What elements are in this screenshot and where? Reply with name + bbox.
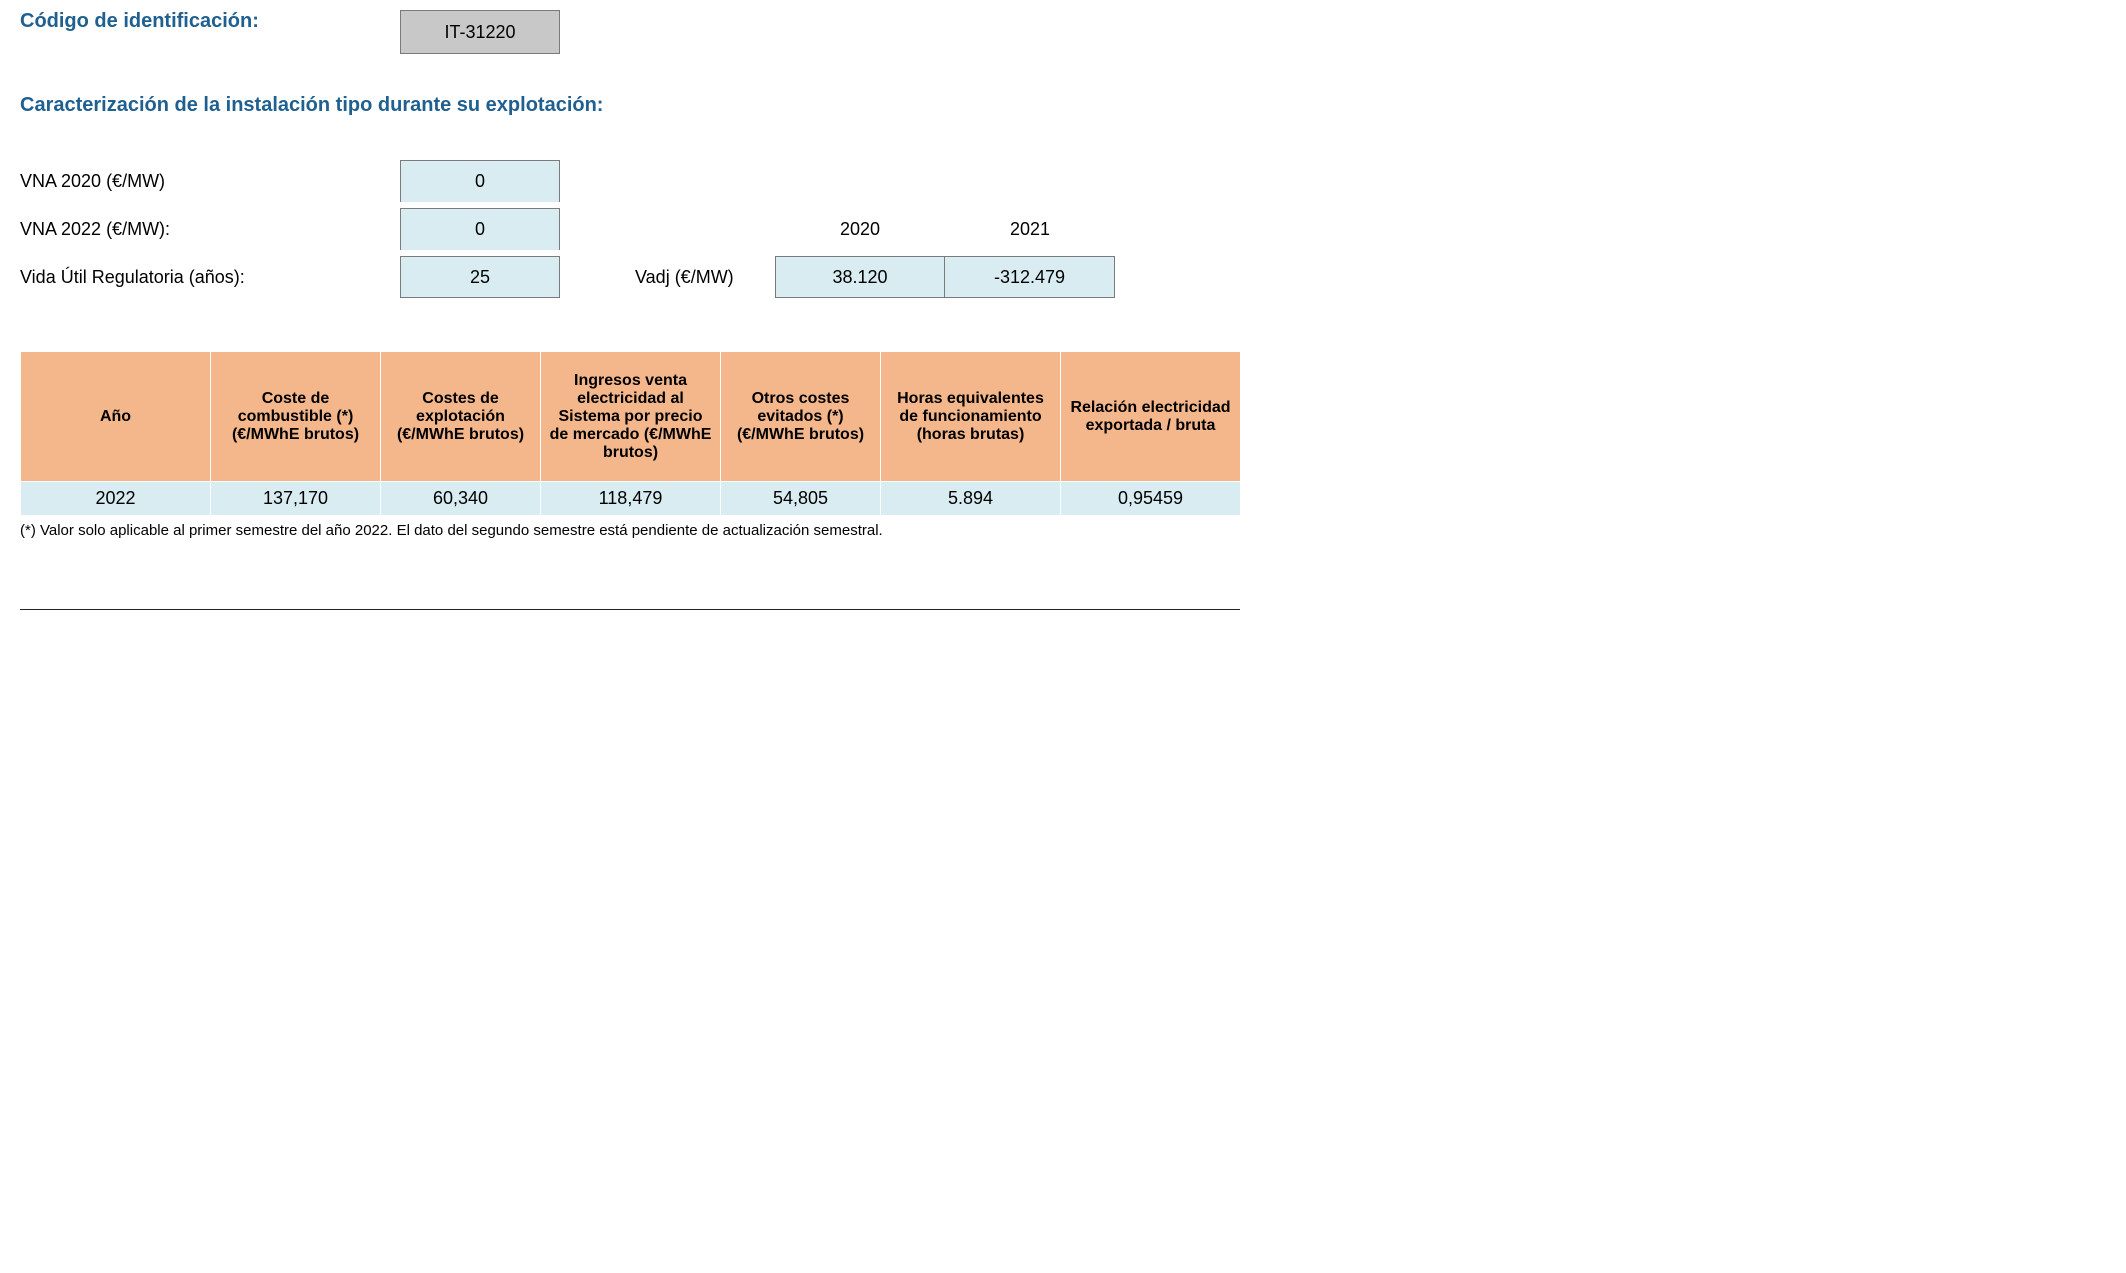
cell-horas: 5.894 — [881, 482, 1061, 516]
table-row: 2022 137,170 60,340 118,479 54,805 5.894… — [21, 482, 1241, 516]
vna2020-value: 0 — [400, 160, 560, 202]
cell-coste-comb: 137,170 — [211, 482, 381, 516]
year-2021-label: 2021 — [945, 219, 1115, 240]
id-row: Código de identificación: IT-31220 — [20, 10, 1440, 54]
params-block: VNA 2020 (€/MW) 0 VNA 2022 (€/MW): 0 202… — [20, 157, 1440, 301]
data-table-body: 2022 137,170 60,340 118,479 54,805 5.894… — [21, 482, 1241, 516]
vida-util-value: 25 — [400, 256, 560, 298]
data-table-head: Año Coste de combustible (*) (€/MWhE bru… — [21, 352, 1241, 482]
page: Código de identificación: IT-31220 Carac… — [0, 0, 1460, 638]
id-label: Código de identificación: — [20, 10, 400, 33]
years-heading: 2020 2021 — [775, 219, 1115, 240]
years-header-block: 2020 2021 — [775, 219, 1115, 240]
vna2020-label: VNA 2020 (€/MW) — [20, 171, 400, 192]
vna2022-label: VNA 2022 (€/MW): — [20, 219, 400, 240]
vna2022-value: 0 — [400, 208, 560, 250]
vida-util-label: Vida Útil Regulatoria (años): — [20, 267, 400, 288]
cell-relacion: 0,95459 — [1061, 482, 1241, 516]
section-heading: Caracterización de la instalación tipo d… — [20, 94, 1440, 117]
col-ingresos: Ingresos venta electricidad al Sistema p… — [541, 352, 721, 482]
col-ano: Año — [21, 352, 211, 482]
param-row-vna2020: VNA 2020 (€/MW) 0 — [20, 157, 1440, 205]
param-row-vida-util: Vida Útil Regulatoria (años): 25 Vadj (€… — [20, 253, 1440, 301]
col-costes-exp: Costes de explotación (€/MWhE brutos) — [381, 352, 541, 482]
vadj-label: Vadj (€/MW) — [635, 267, 775, 288]
footnote: (*) Valor solo aplicable al primer semes… — [20, 522, 1440, 539]
param-row-vna2022: VNA 2022 (€/MW): 0 2020 2021 — [20, 205, 1440, 253]
cell-ingresos: 118,479 — [541, 482, 721, 516]
data-table: Año Coste de combustible (*) (€/MWhE bru… — [20, 351, 1241, 516]
vadj-row: Vadj (€/MW) 38.120 -312.479 — [635, 253, 1115, 301]
vadj-2020-value: 38.120 — [775, 256, 945, 298]
data-table-header-row: Año Coste de combustible (*) (€/MWhE bru… — [21, 352, 1241, 482]
cell-costes-exp: 60,340 — [381, 482, 541, 516]
cell-otros: 54,805 — [721, 482, 881, 516]
vadj-2021-value: -312.479 — [945, 256, 1115, 298]
separator-rule — [20, 609, 1240, 610]
col-otros: Otros costes evitados (*) (€/MWhE brutos… — [721, 352, 881, 482]
col-relacion: Relación electricidad exportada / bruta — [1061, 352, 1241, 482]
id-value-box: IT-31220 — [400, 10, 560, 54]
col-horas: Horas equivalentes de funcionamiento (ho… — [881, 352, 1061, 482]
year-2020-label: 2020 — [775, 219, 945, 240]
cell-ano: 2022 — [21, 482, 211, 516]
col-coste-comb: Coste de combustible (*) (€/MWhE brutos) — [211, 352, 381, 482]
